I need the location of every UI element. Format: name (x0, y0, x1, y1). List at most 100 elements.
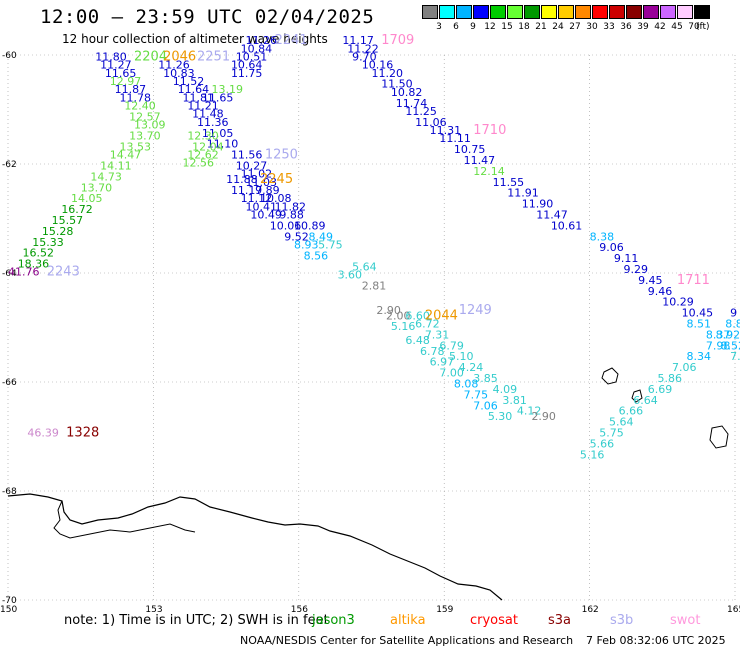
map-subtitle: 12 hour collection of altimeter wave hei… (62, 32, 328, 46)
wave-height-value: 11.06 (415, 116, 447, 129)
wave-height-value: 6.78 (420, 345, 445, 358)
wave-height-value: 11.25 (405, 105, 437, 118)
wave-height-value: 14.05 (71, 192, 103, 205)
pass-time-label: 2046 (163, 49, 196, 64)
pass-time-label: 1250 (265, 148, 298, 163)
header: 12:00 — 23:59 UTC 02/04/2025 12 hour col… (0, 0, 740, 50)
wave-height-value: 10.49 (250, 209, 281, 222)
legend-unit: (ft) (696, 22, 710, 32)
wave-height-value: 12.30 (187, 129, 219, 142)
pass-time-label: 2204 (134, 49, 167, 64)
island-balleny-2 (631, 389, 643, 403)
legend-label: 70 (688, 22, 700, 32)
legend-label: 21 (535, 22, 547, 32)
satellite-jason3: jason3 (312, 613, 355, 628)
satellite-s3b: s3b (610, 613, 634, 628)
wave-height-value: 9.06 (599, 241, 624, 254)
legend-label: 9 (470, 22, 476, 32)
wave-height-value: 14.47 (110, 149, 142, 162)
wave-height-value: 8.49 (308, 230, 333, 243)
legend-swatch (456, 5, 472, 19)
wave-height-value: 2.00 (386, 309, 411, 322)
wave-height-value: 13.09 (134, 119, 166, 132)
wave-height-value: 4.24 (459, 361, 484, 374)
wave-height-value: 11.81 (182, 91, 214, 104)
wave-height-value: 15.33 (32, 236, 64, 249)
wave-height-value: 9.45 (638, 274, 663, 287)
wave-height-value: 12.57 (129, 110, 161, 123)
wave-height-value: 13.70 (129, 129, 161, 142)
wave-height-value: 11.03 (245, 176, 277, 189)
legend-swatch (490, 5, 506, 19)
lat-tick-label: -68 (2, 487, 17, 497)
legend-label: 3 (436, 22, 442, 32)
legend-label: 18 (518, 22, 530, 32)
lon-tick-label: 159 (436, 605, 453, 615)
wave-height-value: 8.92 (716, 328, 740, 341)
wave-height-value: 6.72 (415, 318, 440, 331)
wave-height-value: 5.66 (590, 437, 615, 450)
wave-height-value: 11.47 (464, 154, 496, 167)
wave-height-value: 6.64 (633, 394, 658, 407)
wave-height-value: 12.62 (187, 149, 219, 162)
wave-height-value: 10.64 (231, 59, 262, 72)
wave-height-value: 14.11 (100, 159, 132, 172)
wave-height-value: 8.37 (706, 328, 731, 341)
wave-height-value: 4.09 (493, 383, 517, 396)
wave-height-value: 11.47 (536, 209, 568, 222)
wave-height-value: 11.17 (342, 34, 374, 47)
lat-tick-label: -62 (2, 160, 17, 170)
legend-label: 27 (569, 22, 581, 32)
wave-height-value: 11.52 (173, 75, 205, 88)
wave-height-value: 5.10 (449, 350, 474, 363)
wave-height-value: 11.82 (275, 200, 307, 213)
wave-height-value: 10.29 (662, 296, 694, 309)
pass-time-label: 1328 (66, 426, 99, 441)
wave-height-value: 5.64 (609, 416, 634, 429)
wave-height-value: 11.22 (347, 42, 379, 55)
legend-label: 42 (654, 22, 666, 32)
wave-height-value: 11.02 (241, 168, 273, 181)
wave-height-value: 2.90 (531, 410, 556, 423)
coastline (7, 367, 729, 601)
legend-swatch (507, 5, 523, 19)
island-balleny-1 (601, 367, 619, 385)
wave-height-value: 11.36 (197, 116, 229, 129)
wave-height-value: 10.84 (241, 42, 273, 55)
wave-height-value: 12.40 (124, 100, 156, 113)
wave-height-value: 11.11 (439, 132, 471, 145)
legend-swatch (660, 5, 676, 19)
wave-height-value: 11.20 (372, 67, 404, 80)
wave-height-value: 11.31 (430, 124, 462, 137)
wave-height-value: 11.27 (100, 59, 132, 72)
wave-height-value: 2.90 (376, 304, 401, 317)
wave-height-value: 7.98 (706, 339, 731, 352)
lon-tick-label: 162 (582, 605, 599, 615)
wave-height-value: 7.31 (425, 328, 450, 341)
legend-swatch (643, 5, 659, 19)
legend-swatch (558, 5, 574, 19)
lon-tick-label: 150 (0, 605, 17, 615)
wave-height-value: 5.30 (488, 410, 513, 423)
wave-height-value: 8.51 (687, 318, 712, 331)
wave-height-value: 15.28 (42, 225, 74, 238)
wave-height-value: 41.76 (8, 266, 40, 279)
wave-height-value: 13.19 (212, 83, 244, 96)
wave-height-value: 8.34 (687, 350, 712, 363)
wave-height-value: 16.52 (23, 247, 55, 260)
wave-height-value: 11.65 (105, 67, 137, 80)
legend-label: 12 (484, 22, 496, 32)
wave-height-value: 12.56 (182, 157, 214, 170)
footer-note: note: 1) Time is in UTC; 2) SWH is in fe… (64, 613, 329, 628)
pass-time-label: 1249 (459, 303, 492, 318)
wave-height-value: 11.64 (178, 83, 210, 96)
wave-height-value: 11.74 (396, 97, 428, 110)
wave-height-value: 3.85 (473, 372, 498, 385)
wave-height-value: 6.48 (405, 334, 430, 347)
legend-label: 24 (552, 22, 564, 32)
pass-time-label: 2245 (260, 172, 293, 187)
wave-height-value: 10.82 (391, 86, 423, 99)
wave-height-value: 9.70 (352, 50, 377, 63)
wave-height-value: 11.21 (187, 100, 219, 113)
